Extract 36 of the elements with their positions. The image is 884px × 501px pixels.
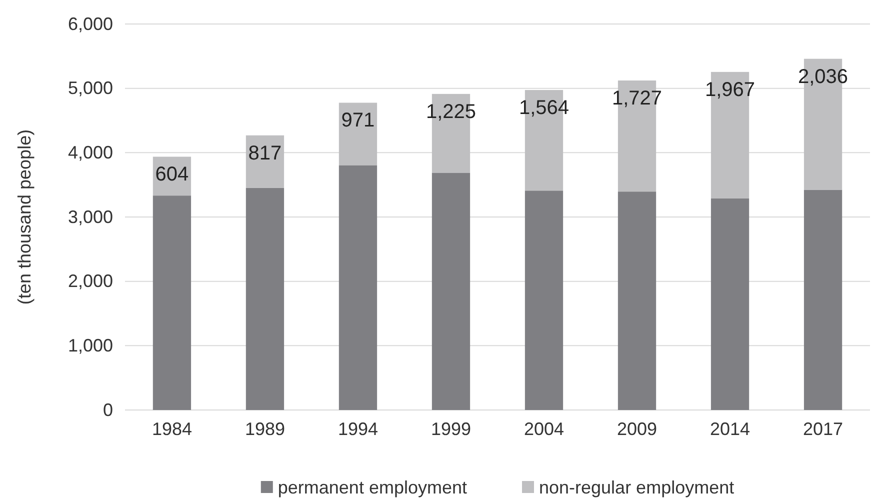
- x-tick-label: 2017: [803, 418, 844, 439]
- x-tick-label: 2014: [710, 418, 750, 439]
- y-tick-label: 4,000: [68, 142, 113, 162]
- y-tick-label: 0: [102, 400, 113, 420]
- x-tick-label: 1989: [244, 418, 285, 439]
- data-label: 1,967: [704, 78, 756, 101]
- x-tick-label: 1984: [152, 418, 192, 439]
- data-label: 817: [248, 142, 282, 164]
- data-label: 971: [341, 110, 375, 132]
- y-tick-label: 2,000: [68, 271, 113, 292]
- x-tick-label: 2009: [616, 418, 658, 439]
- bar: [246, 135, 284, 188]
- y-tick-label: 3,000: [68, 206, 113, 227]
- bar: [338, 102, 378, 166]
- bar: [246, 188, 284, 410]
- bar: [618, 192, 656, 410]
- data-label: 1,225: [426, 100, 476, 123]
- legend-label: permanent employment: [278, 477, 467, 498]
- x-tick-label: 1994: [338, 418, 378, 439]
- y-tick-label: 6,000: [68, 14, 113, 34]
- data-label: 1,727: [612, 87, 662, 110]
- bar: [432, 172, 470, 410]
- x-tick-label: 1999: [430, 418, 472, 439]
- y-tick-label: 1,000: [68, 335, 113, 356]
- x-tick-label: 2004: [524, 418, 564, 439]
- data-label: 2,036: [798, 66, 848, 88]
- y-axis-title: (ten thousand people): [14, 129, 34, 305]
- data-label: 1,564: [518, 97, 570, 120]
- y-tick-label: 5,000: [68, 78, 113, 98]
- data-label: 604: [155, 164, 189, 186]
- legend-label: non-regular employment: [539, 477, 734, 498]
- bar: [804, 190, 842, 410]
- bar: [524, 190, 564, 410]
- bar: [152, 196, 192, 410]
- bar: [710, 198, 750, 410]
- bar: [338, 165, 378, 410]
